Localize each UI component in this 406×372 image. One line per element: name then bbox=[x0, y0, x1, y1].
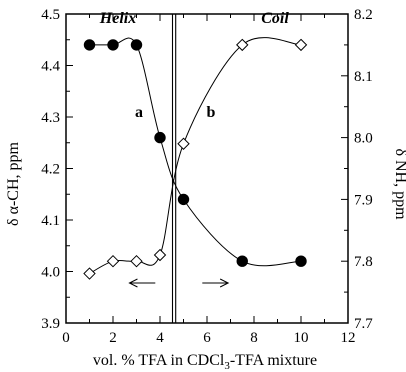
arrow-left-head bbox=[128, 278, 138, 288]
series-b-point bbox=[236, 38, 249, 52]
y-left-tick-label: 3.9 bbox=[41, 316, 60, 332]
y-axis-left-title: δ α-CH, ppm bbox=[5, 141, 22, 225]
curve-label-b: b bbox=[207, 104, 216, 121]
y-right-tick-label: 7.8 bbox=[354, 254, 373, 270]
y-right-tick-label: 8.0 bbox=[354, 131, 373, 147]
curves-layer bbox=[89, 37, 302, 275]
y-left-tick-label: 4.5 bbox=[41, 7, 60, 23]
x-tick-label: 6 bbox=[203, 330, 211, 346]
y-right-tick-label: 8.1 bbox=[354, 69, 373, 85]
y-left-tick-label: 4.1 bbox=[41, 213, 60, 229]
curve-label-a: a bbox=[135, 104, 143, 121]
plot-frame bbox=[65, 13, 349, 324]
series-a-point bbox=[130, 39, 143, 51]
series-b-point bbox=[130, 254, 143, 268]
series-a-point bbox=[177, 193, 190, 206]
axes-layer: 0 2 4 6 8 10 12 3.9 4.0 4.1 4.2 4.3 4.4 4.5 7.7 7.8 7.9 8… bbox=[41, 7, 373, 346]
markers-layer bbox=[83, 38, 308, 280]
y-left-tick-label: 4.3 bbox=[41, 110, 60, 126]
series-b-point bbox=[106, 254, 120, 268]
y-left-tick-label: 4.0 bbox=[41, 265, 60, 281]
series-a-point bbox=[236, 255, 248, 267]
x-axis-title: vol. % TFA in CDCl3-TFA mixture bbox=[93, 352, 317, 372]
x-tick-label: 10 bbox=[294, 330, 309, 346]
series-b-point bbox=[153, 248, 167, 262]
series-a-line bbox=[89, 37, 302, 267]
series-a-point bbox=[83, 39, 96, 51]
x-tick-label: 8 bbox=[250, 330, 258, 346]
series-a-point bbox=[295, 255, 307, 267]
y-right-tick-label: 7.7 bbox=[354, 316, 373, 332]
y-right-tick-label: 8.2 bbox=[354, 7, 373, 23]
region-label-helix: Helix bbox=[99, 10, 136, 27]
x-tick-label: 4 bbox=[156, 330, 164, 346]
series-b-point bbox=[177, 137, 190, 150]
series-b-point bbox=[294, 38, 308, 52]
series-a-point bbox=[107, 39, 119, 51]
series-b-line bbox=[89, 37, 302, 275]
arrow-right-head bbox=[219, 278, 230, 288]
y-axis-right-title: δ NH, ppm bbox=[392, 148, 406, 220]
x-tick-label: 12 bbox=[341, 330, 356, 346]
y-left-tick-label: 4.4 bbox=[41, 59, 60, 75]
x-tick-label: 2 bbox=[109, 330, 117, 346]
y-left-tick-label: 4.2 bbox=[41, 162, 60, 178]
series-a-point bbox=[154, 131, 166, 144]
x-tick-label: 0 bbox=[62, 330, 70, 346]
y-right-tick-label: 7.9 bbox=[354, 192, 373, 208]
region-label-coil: Coil bbox=[261, 10, 289, 27]
series-b-point bbox=[83, 267, 96, 280]
